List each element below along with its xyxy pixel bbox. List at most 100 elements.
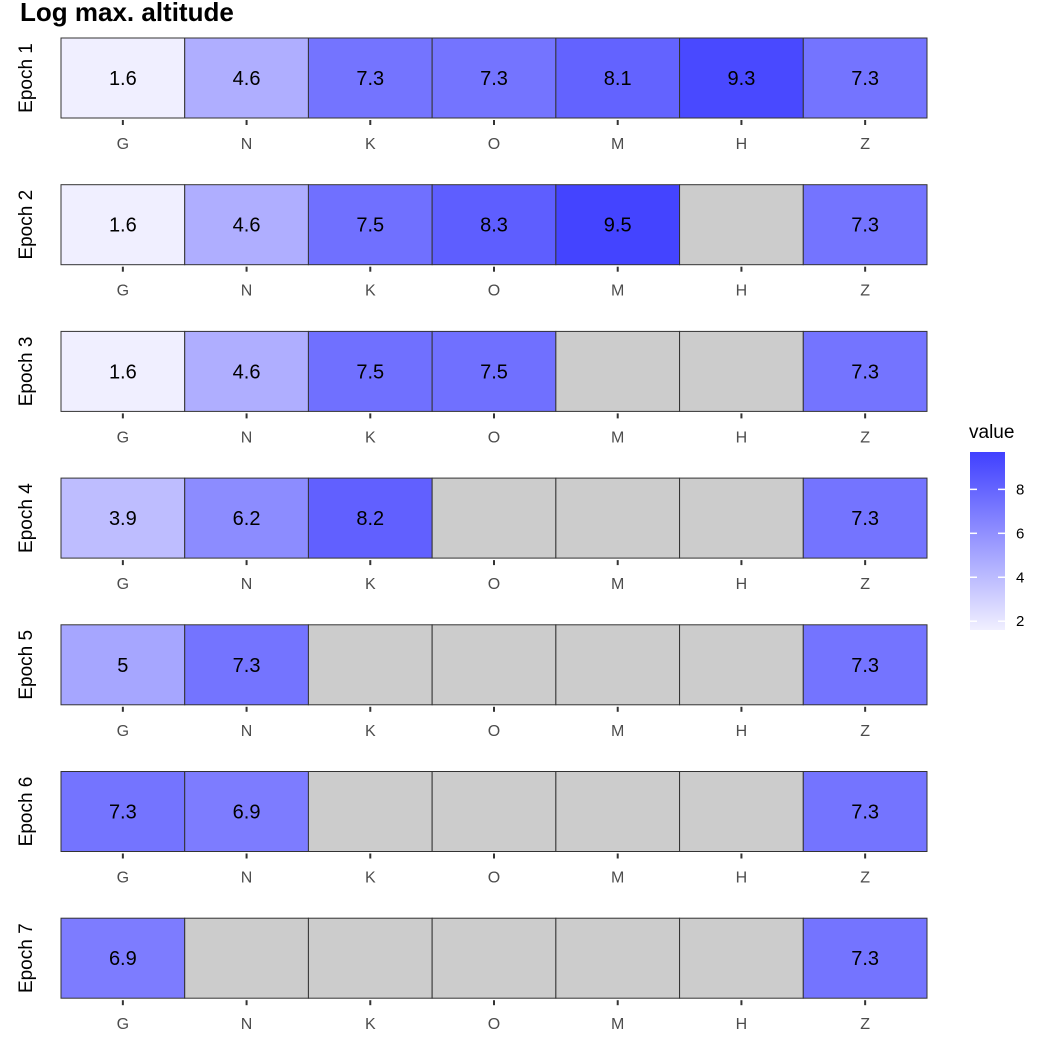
heatmap-cell	[307, 37, 433, 119]
heatmap-cell	[802, 624, 928, 706]
x-tick-label: Z	[860, 723, 870, 740]
heatmap-cell	[555, 330, 681, 412]
cell-value-label: 7.5	[480, 361, 508, 383]
cell-value-label: 8.1	[604, 68, 632, 90]
panel-label: Epoch 2	[16, 190, 37, 260]
heatmap-cell	[679, 771, 804, 852]
x-tick-label: H	[736, 429, 748, 446]
heatmap-cell	[307, 184, 433, 266]
x-tick-label: M	[611, 870, 624, 887]
x-tick-label: O	[488, 870, 500, 887]
cell-value-label: 7.3	[851, 948, 879, 970]
heatmap-cell	[60, 330, 186, 412]
x-tick-label: O	[488, 429, 500, 446]
cell-value-label: 1.6	[109, 68, 137, 90]
epoch-panel: Epoch 6 7.3 G 6.9 N K O M H 7.3 Z	[16, 771, 928, 887]
heatmap-cell	[679, 624, 804, 706]
x-tick-label: O	[488, 723, 500, 740]
cell-value-label: 6.2	[233, 508, 261, 530]
x-tick-label: G	[117, 723, 129, 740]
cell-value-label: 1.6	[109, 361, 137, 383]
cell-value-label: 3.9	[109, 508, 137, 530]
x-tick-label: Z	[860, 429, 870, 446]
x-tick-label: H	[736, 1016, 748, 1033]
heatmap-cell	[802, 330, 928, 412]
cell-value-label: 7.3	[851, 361, 879, 383]
epoch-panel: Epoch 7 6.9 G N K O M H 7.3 Z	[16, 917, 928, 1033]
x-tick-label: M	[611, 723, 624, 740]
x-tick-label: O	[488, 1016, 500, 1033]
x-tick-label: N	[241, 870, 253, 887]
legend-tick-label: 8	[1016, 481, 1024, 498]
x-tick-label: M	[611, 576, 624, 593]
heatmap-panels: Epoch 1 1.6G4.6N7.3K7.3O8.1M9.3H7.3ZEpoch…	[16, 37, 928, 1033]
heatmap-cell	[307, 477, 433, 559]
x-tick-label: G	[117, 429, 129, 446]
cell-value-label: 7.3	[109, 802, 137, 824]
x-tick-label: M	[611, 1016, 624, 1033]
epoch-panel: Epoch 5 5 G 7.3 N K O M H 7.3 Z	[16, 624, 928, 740]
heatmap-cell	[555, 184, 681, 266]
x-tick-label: G	[117, 136, 129, 153]
heatmap-cell	[431, 330, 557, 412]
cell-value-label: 7.3	[480, 68, 508, 90]
legend-colorbar	[970, 452, 1005, 630]
heatmap-cell	[802, 184, 928, 266]
heatmap-cell	[431, 917, 557, 999]
heatmap-cell	[679, 184, 804, 266]
heatmap-cell	[184, 917, 309, 999]
legend-title: value	[969, 422, 1014, 443]
cell-value-label: 7.3	[851, 655, 879, 677]
x-tick-label: M	[611, 136, 624, 153]
x-tick-label: K	[365, 870, 376, 887]
heatmap-cell	[679, 37, 804, 119]
x-tick-label: O	[488, 283, 500, 300]
heatmap-cell	[307, 624, 433, 706]
heatmap-cell	[555, 771, 681, 852]
heatmap-cell	[184, 477, 309, 559]
x-tick-label: K	[365, 429, 376, 446]
heatmap-cell	[802, 917, 928, 999]
x-tick-label: K	[365, 136, 376, 153]
heatmap-cell	[60, 624, 186, 706]
panel-label: Epoch 1	[16, 43, 37, 113]
heatmap-cell	[555, 917, 681, 999]
heatmap-cell	[184, 330, 309, 412]
cell-value-label: 5	[117, 655, 128, 677]
cell-value-label: 7.3	[851, 68, 879, 90]
heatmap-cell	[184, 37, 309, 119]
heatmap-cell	[679, 330, 804, 412]
heatmap-cell	[60, 37, 186, 119]
x-tick-label: O	[488, 136, 500, 153]
x-tick-label: N	[241, 283, 253, 300]
x-tick-label: N	[241, 136, 253, 153]
x-tick-label: K	[365, 723, 376, 740]
x-tick-label: G	[117, 870, 129, 887]
cell-value-label: 7.5	[356, 361, 384, 383]
x-tick-label: G	[117, 1016, 129, 1033]
x-tick-label: Z	[860, 870, 870, 887]
legend-tick-label: 4	[1016, 569, 1024, 586]
cell-value-label: 7.3	[233, 655, 261, 677]
heatmap-cell	[60, 917, 186, 999]
x-tick-label: G	[117, 283, 129, 300]
x-tick-label: O	[488, 576, 500, 593]
cell-value-label: 8.3	[480, 215, 508, 237]
legend-ticks: 2 4 6 8	[970, 481, 1024, 630]
heatmap-cell	[555, 477, 681, 559]
x-tick-label: H	[736, 136, 748, 153]
heatmap-cell	[802, 771, 928, 852]
legend-tick-label: 6	[1016, 525, 1024, 542]
heatmap-cell	[431, 37, 557, 119]
x-tick-label: N	[241, 429, 253, 446]
cell-value-label: 7.3	[851, 802, 879, 824]
panel-label: Epoch 7	[16, 923, 37, 993]
heatmap-cell	[184, 184, 309, 266]
heatmap-cell	[679, 477, 804, 559]
chart-title: Log max. altitude	[20, 0, 234, 27]
cell-value-label: 4.6	[233, 68, 261, 90]
epoch-panel: Epoch 3 1.6 G 4.6 N 7.5 K 7.5 O M H 7.3 Z	[16, 330, 928, 446]
cell-value-label: 7.3	[851, 508, 879, 530]
epoch-panel: Epoch 1 1.6 G 4.6 N 7.3 K 7.3 O 8.1 M 9.3 H 7.3 Z	[16, 37, 928, 153]
heatmap-cell	[431, 477, 557, 559]
